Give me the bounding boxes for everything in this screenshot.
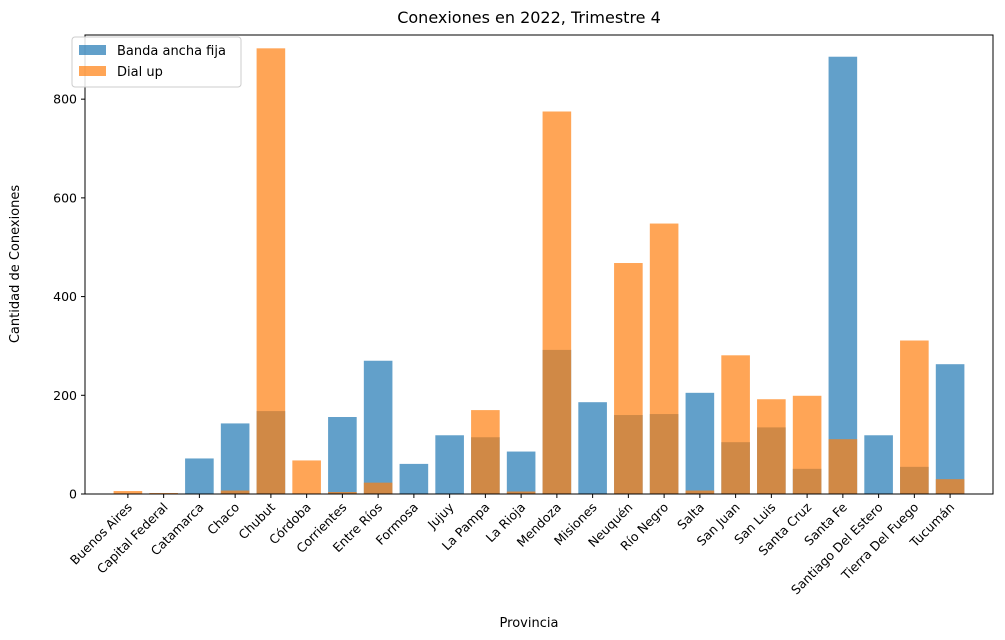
- x-axis-label: Provincia: [500, 616, 559, 631]
- legend-swatch-dial-up: [79, 66, 106, 76]
- bar-dial-up-chubut: [256, 48, 286, 494]
- y-tick-label: 800: [53, 92, 77, 107]
- bar-dial-up-santa-cruz: [792, 395, 822, 494]
- y-tick-label: 400: [53, 289, 77, 304]
- bar-banda-ancha-fija-santa-fe: [828, 56, 858, 494]
- bar-banda-ancha-fija-jujuy: [435, 435, 464, 494]
- bar-banda-ancha-fija-entre-rios: [363, 360, 393, 494]
- legend-box: [71, 36, 242, 88]
- bar-dial-up-santa-fe: [828, 439, 858, 494]
- y-tick-label: 600: [53, 190, 77, 205]
- bar-banda-ancha-fija-misiones: [578, 402, 607, 494]
- bar-dial-up-chaco: [220, 490, 250, 494]
- bar-dial-up-mendoza: [542, 111, 572, 494]
- bar-dial-up-rio-negro: [649, 223, 679, 495]
- bar-banda-ancha-fija-tucuman: [935, 364, 965, 494]
- bar-dial-up-la-pampa: [471, 410, 500, 494]
- y-ticks-group: 0 200 400 600 800: [53, 92, 85, 502]
- bar-dial-up-san-juan: [721, 355, 750, 494]
- bar-banda-ancha-fija-formosa: [399, 463, 429, 494]
- bar-banda-ancha-fija-corrientes: [328, 417, 357, 494]
- bar-dial-up-corrientes: [328, 492, 357, 494]
- bar-dial-up-neuquen: [614, 263, 643, 494]
- bar-dial-up-san-luis: [757, 399, 786, 494]
- bar-dial-up-cordoba: [292, 460, 321, 494]
- plot-frame: [84, 34, 994, 495]
- chart-title: Conexiones en 2022, Trimestre 4: [397, 8, 661, 27]
- y-tick-label: 0: [69, 487, 77, 502]
- bar-banda-ancha-fija-salta: [685, 392, 715, 494]
- legend-swatch-banda-ancha-fija: [79, 45, 106, 55]
- bars-group: [113, 48, 965, 495]
- bar-dial-up-salta: [685, 490, 715, 494]
- bar-dial-up-buenos-aires: [113, 491, 143, 494]
- legend-label-banda-ancha-fija: Banda ancha fija: [117, 44, 226, 59]
- x-tick-label-salta: Salta: [674, 500, 707, 533]
- legend-label-dial-up: Dial up: [117, 65, 163, 80]
- bar-dial-up-tierra-del-fuego: [900, 340, 929, 494]
- y-tick-label: 200: [53, 388, 77, 403]
- bar-dial-up-entre-rios: [363, 482, 393, 494]
- bar-banda-ancha-fija-catamarca: [185, 458, 214, 494]
- bar-dial-up-la-rioja: [506, 491, 536, 494]
- bar-banda-ancha-fija-santiago-del-estero: [864, 435, 893, 494]
- legend: Banda ancha fija Dial up: [71, 36, 242, 88]
- x-tick-label-jujuy: Jujuy: [424, 499, 457, 532]
- bar-banda-ancha-fija-chaco: [220, 423, 250, 494]
- bar-banda-ancha-fija-la-rioja: [506, 451, 536, 494]
- bar-dial-up-tucuman: [935, 479, 965, 494]
- y-axis-label: Cantidad de Conexiones: [8, 185, 23, 344]
